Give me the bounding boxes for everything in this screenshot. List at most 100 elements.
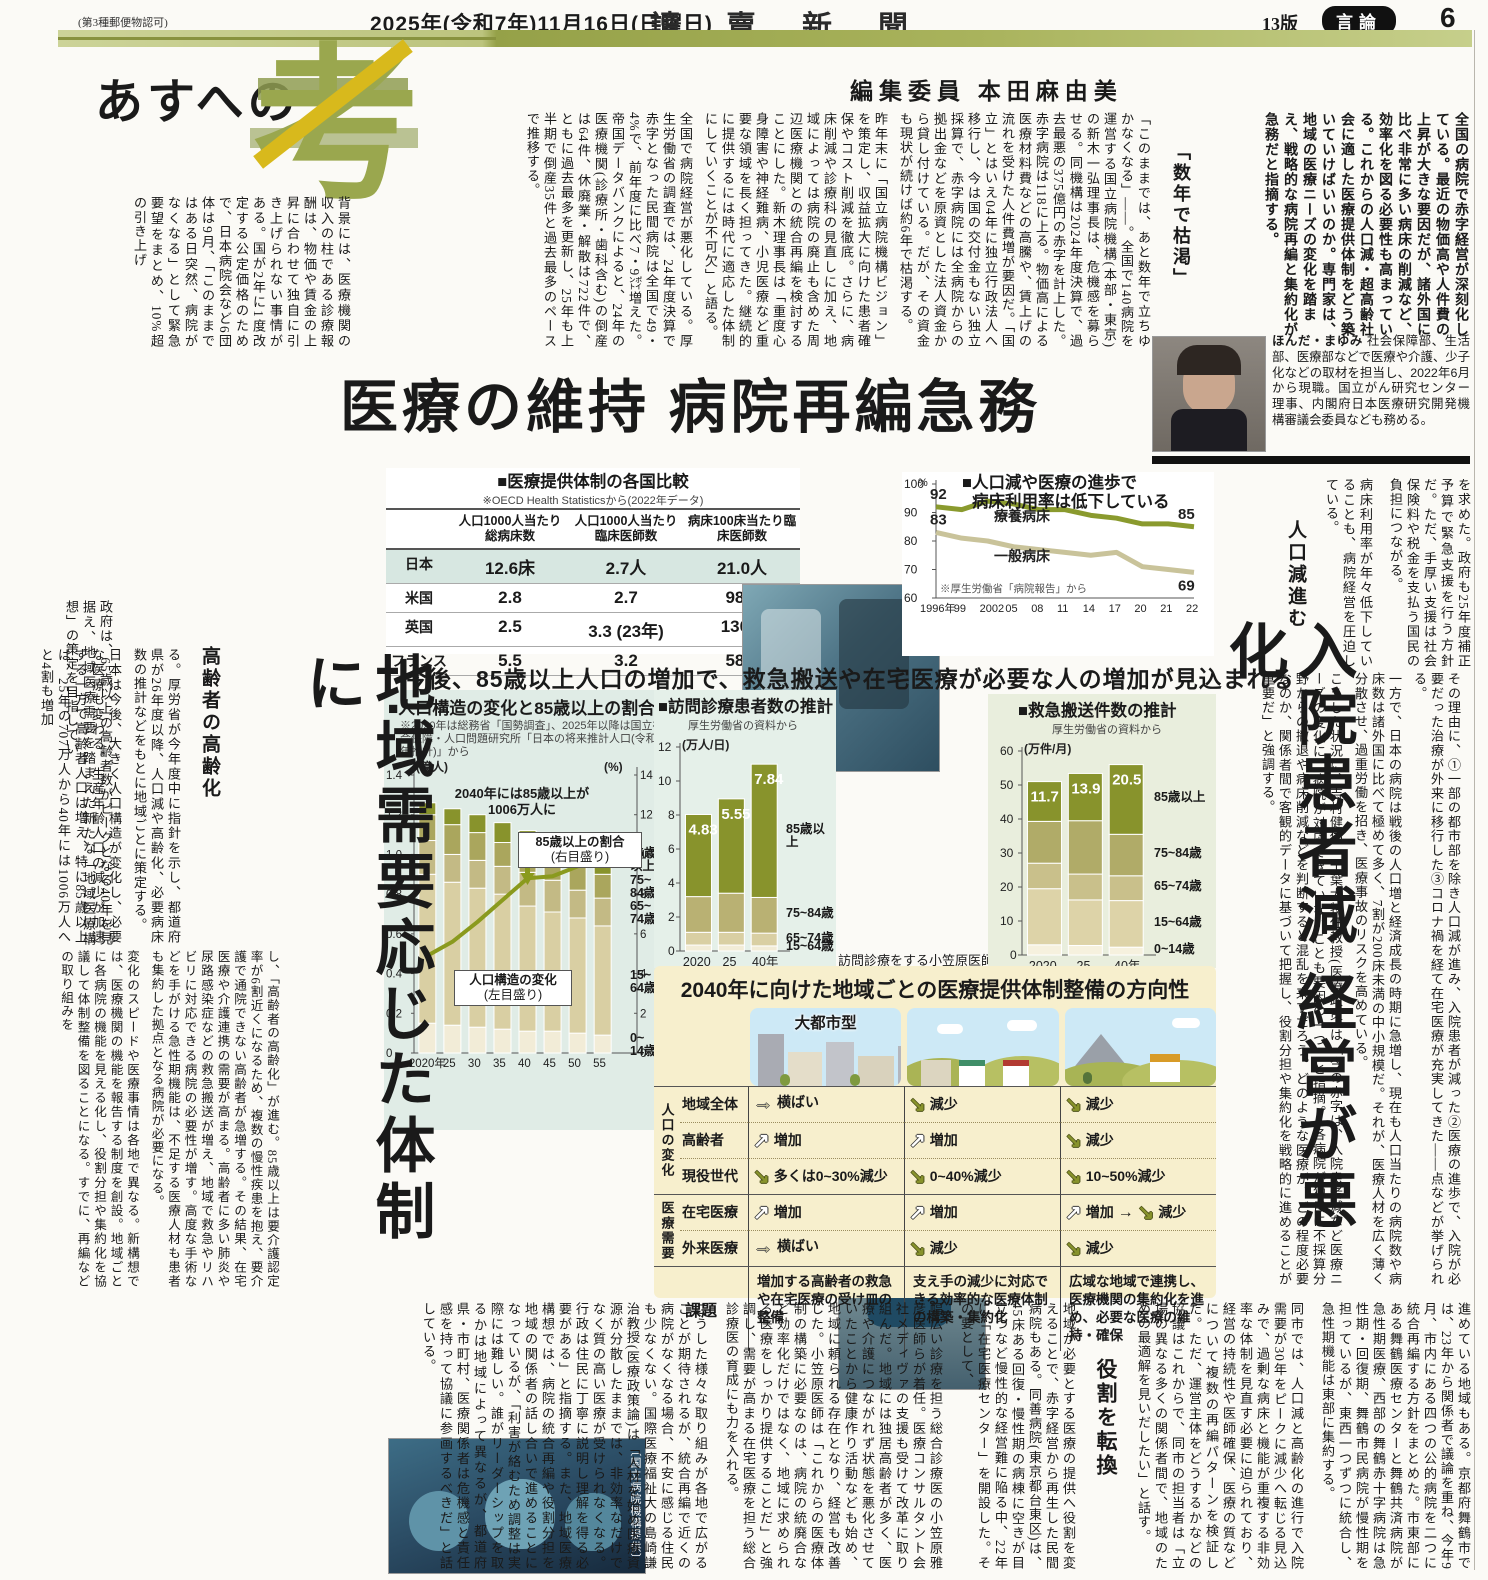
svg-text:40: 40 <box>1000 812 1014 826</box>
svg-text:85: 85 <box>1178 506 1195 523</box>
svg-text:1.4: 1.4 <box>386 770 403 782</box>
svg-text:20.5: 20.5 <box>1112 772 1141 789</box>
table-cell: 2.5 <box>452 613 568 647</box>
right-frame-line <box>1474 30 1475 1570</box>
scene-regional-city <box>907 1008 1059 1086</box>
svg-text:0.8: 0.8 <box>386 889 402 901</box>
svg-text:99: 99 <box>954 603 966 615</box>
svg-text:※厚生労働省「病院報告」から: ※厚生労働省「病院報告」から <box>940 582 1087 595</box>
svg-text:60: 60 <box>1000 744 1014 758</box>
visit-chart-title: ■訪問診療患者数の推計 <box>658 698 833 716</box>
legend-label: 65~ 74歳 <box>630 899 657 926</box>
matrix-group-label: 医療需要 <box>654 1194 680 1266</box>
left-body-band2: し、「高齢者の高齢化」が進む。85歳以上は要介護認定率が6割近くになるため、複数… <box>59 950 290 1288</box>
table-cell: 2.8 <box>452 584 568 613</box>
task-cell: 増加する高齢者の救急や在宅医療の受け皿の整備 <box>748 1267 904 1351</box>
svg-text:25: 25 <box>723 955 737 969</box>
edition-label: 13版 <box>1262 14 1298 34</box>
paragraph: 一方で、日本の病院は戦後の人口増と経済成長の時期に急増し、現在も人口当たりの病院… <box>1353 672 1402 1286</box>
paragraph: 「このままでは、あと数年で立ちゆかなくなる」――。全国で140病院を運営する国立… <box>898 112 1151 348</box>
postal-note: (第3種郵便物認可) <box>78 17 168 29</box>
svg-text:%: % <box>918 477 928 489</box>
editor-bio-text: 社会保障部、生活部、医療部などで医療や介護、少子化などの取材を担当し、2022年… <box>1272 334 1471 427</box>
matrix-scenes: 大都市型 <box>750 1008 1216 1086</box>
svg-text:40年: 40年 <box>752 955 778 969</box>
matrix-row-label: 在宅医療 <box>680 1194 748 1230</box>
svg-text:50: 50 <box>1000 778 1014 792</box>
matrix-cell: ↗ 増加 → ↘ 減少 <box>1060 1194 1216 1230</box>
svg-text:10: 10 <box>640 849 653 861</box>
svg-text:6: 6 <box>640 929 646 941</box>
matrix-cell: ↗ 増加 <box>748 1194 904 1230</box>
svg-text:(億人): (億人) <box>416 759 448 774</box>
header-rule-bar <box>58 30 1472 47</box>
svg-text:12: 12 <box>658 740 672 754</box>
table-cell: 米国 <box>386 584 452 613</box>
left-headline: 地域需要応じた体制に <box>298 652 433 1246</box>
divider-bar <box>1152 456 1470 464</box>
building-icon <box>858 1056 894 1086</box>
svg-text:92: 92 <box>930 486 947 503</box>
legend-label: 85歳以上 <box>786 821 825 849</box>
visit-photo-caption: 訪問診療をする小笠原医師 <box>838 953 995 968</box>
line-chart-svg: 60 70 80 90 100% 92 85 療養病床 83 69 一般病床 1996年 99 2002 0… <box>902 472 1214 635</box>
svg-text:2002: 2002 <box>980 603 1004 615</box>
pop-box-left-axis: 人口構造の変化 (左目盛り) <box>454 970 572 1006</box>
table-cell: フランス <box>386 647 452 676</box>
task-cell: 広域な地域で連携し、医療機関の集約化を進め、必要な医療の維持・確保 <box>1060 1267 1216 1351</box>
svg-text:0.6: 0.6 <box>386 929 402 941</box>
matrix-cell: ↘ 減少 <box>1060 1086 1216 1122</box>
surgery-photo: 〔国立病院機構提供〕 <box>388 1438 646 1574</box>
pop-chart-svg: 0 0.2 0.4 0.6 0.8 1.0 1.2 1.4 0 2 4 6 8 10 12 14 (億人) (%)… <box>384 759 676 1094</box>
matrix-cell: → 横ばい <box>748 1230 904 1266</box>
right-cont2: 病床利用率が年々低下していることも、病院経営を圧迫している。 <box>1324 478 1373 668</box>
ambulance-chart-note: 厚生労働省の資料から <box>1052 724 1162 736</box>
house-icon <box>959 1060 986 1086</box>
scene-low-population <box>1064 1008 1216 1086</box>
building-icon <box>898 1046 902 1086</box>
legend-label: 75~ 84歳 <box>630 873 657 901</box>
svg-text:10: 10 <box>658 774 672 788</box>
legend-label: 75~84歳 <box>786 906 834 921</box>
svg-text:05: 05 <box>1005 603 1017 615</box>
table-header-cell: 人口1000人当たり臨床医師数 <box>568 508 684 550</box>
table-cell: 21.0人 <box>684 550 800 584</box>
visit-chart-note: 厚生労働省の資料から <box>688 720 798 732</box>
svg-text:08: 08 <box>1031 603 1043 615</box>
right-subhead: 人口減進む <box>1285 520 1306 630</box>
svg-text:(%): (%) <box>604 760 623 774</box>
svg-text:100: 100 <box>904 477 924 491</box>
table-header-cell <box>386 508 452 550</box>
svg-text:1996年: 1996年 <box>920 601 955 615</box>
visit-chart-svg: 0 2 4 6 8 10 12 (万人/日) 4.83 2020 5.55 25 7.84 40年 85歳以… <box>654 733 836 988</box>
ambulance-chart-panel: ■救急搬送件数の推計 厚生労働省の資料から 0 10 20 30 40 50 60 (万件/月… <box>988 694 1216 973</box>
svg-text:80: 80 <box>904 534 918 548</box>
svg-text:4: 4 <box>668 876 675 890</box>
paragraph: 変化のスピードや医療事情は各地で異なる。新構想では、医療機関の機能を報告する制度… <box>59 950 139 1288</box>
svg-text:8: 8 <box>668 808 675 822</box>
page-number: 6 <box>1440 2 1456 33</box>
main-headline: 医療の維持 病院再編急務 <box>340 375 1041 440</box>
bottom-block: 地域が必要とする医療の提供へ役割を変えることで、赤字経営から再生した民間病院もあ… <box>959 1302 1076 1570</box>
svg-text:6: 6 <box>668 842 675 856</box>
svg-text:30: 30 <box>1000 846 1014 860</box>
pop-chart-note: ※2020年は総務省「国勢調査」、2025年以降は国立社会保障・人口問題研究所「… <box>400 720 664 758</box>
svg-text:療養病床: 療養病床 <box>994 508 1051 524</box>
building-icon <box>921 1060 952 1086</box>
scene-label: 大都市型 <box>794 1015 857 1032</box>
bottom-band: 進めている地域もある。京都府舞鶴市では、23年から関係者で議論を重ね、今年9月、… <box>62 1302 1472 1570</box>
svg-text:2: 2 <box>668 910 675 924</box>
svg-text:2: 2 <box>640 1008 646 1020</box>
photo-shape <box>565 1493 621 1551</box>
right-body: その理由に、①一部の都市部を除き人口減が進み、入院患者が減った②医療の進歩で、入… <box>1260 672 1472 1286</box>
mid-banner: 今後、85歳以上人口の増加で、救急搬送や在宅医療が必要な人の増加が見込まれる <box>404 666 1295 692</box>
editor-bio: ほんだ・まゆみ 社会保障部、生活部、医療部などで医療や介護、少子化などの取材を担… <box>1272 334 1470 456</box>
legend-label: 65~74歳 <box>786 930 834 945</box>
svg-text:2020年: 2020年 <box>409 1056 446 1070</box>
table-cell: 2.7人 <box>568 550 684 584</box>
pop-annotation: 2040年には85歳以上が1006万人に <box>454 786 590 817</box>
tree-icon <box>780 1074 790 1086</box>
matrix-cell: ↗ 増加 <box>748 1122 904 1158</box>
svg-text:10: 10 <box>1000 914 1014 928</box>
surgery-photo-caption: 〔国立病院機構提供〕 <box>629 1445 641 1565</box>
